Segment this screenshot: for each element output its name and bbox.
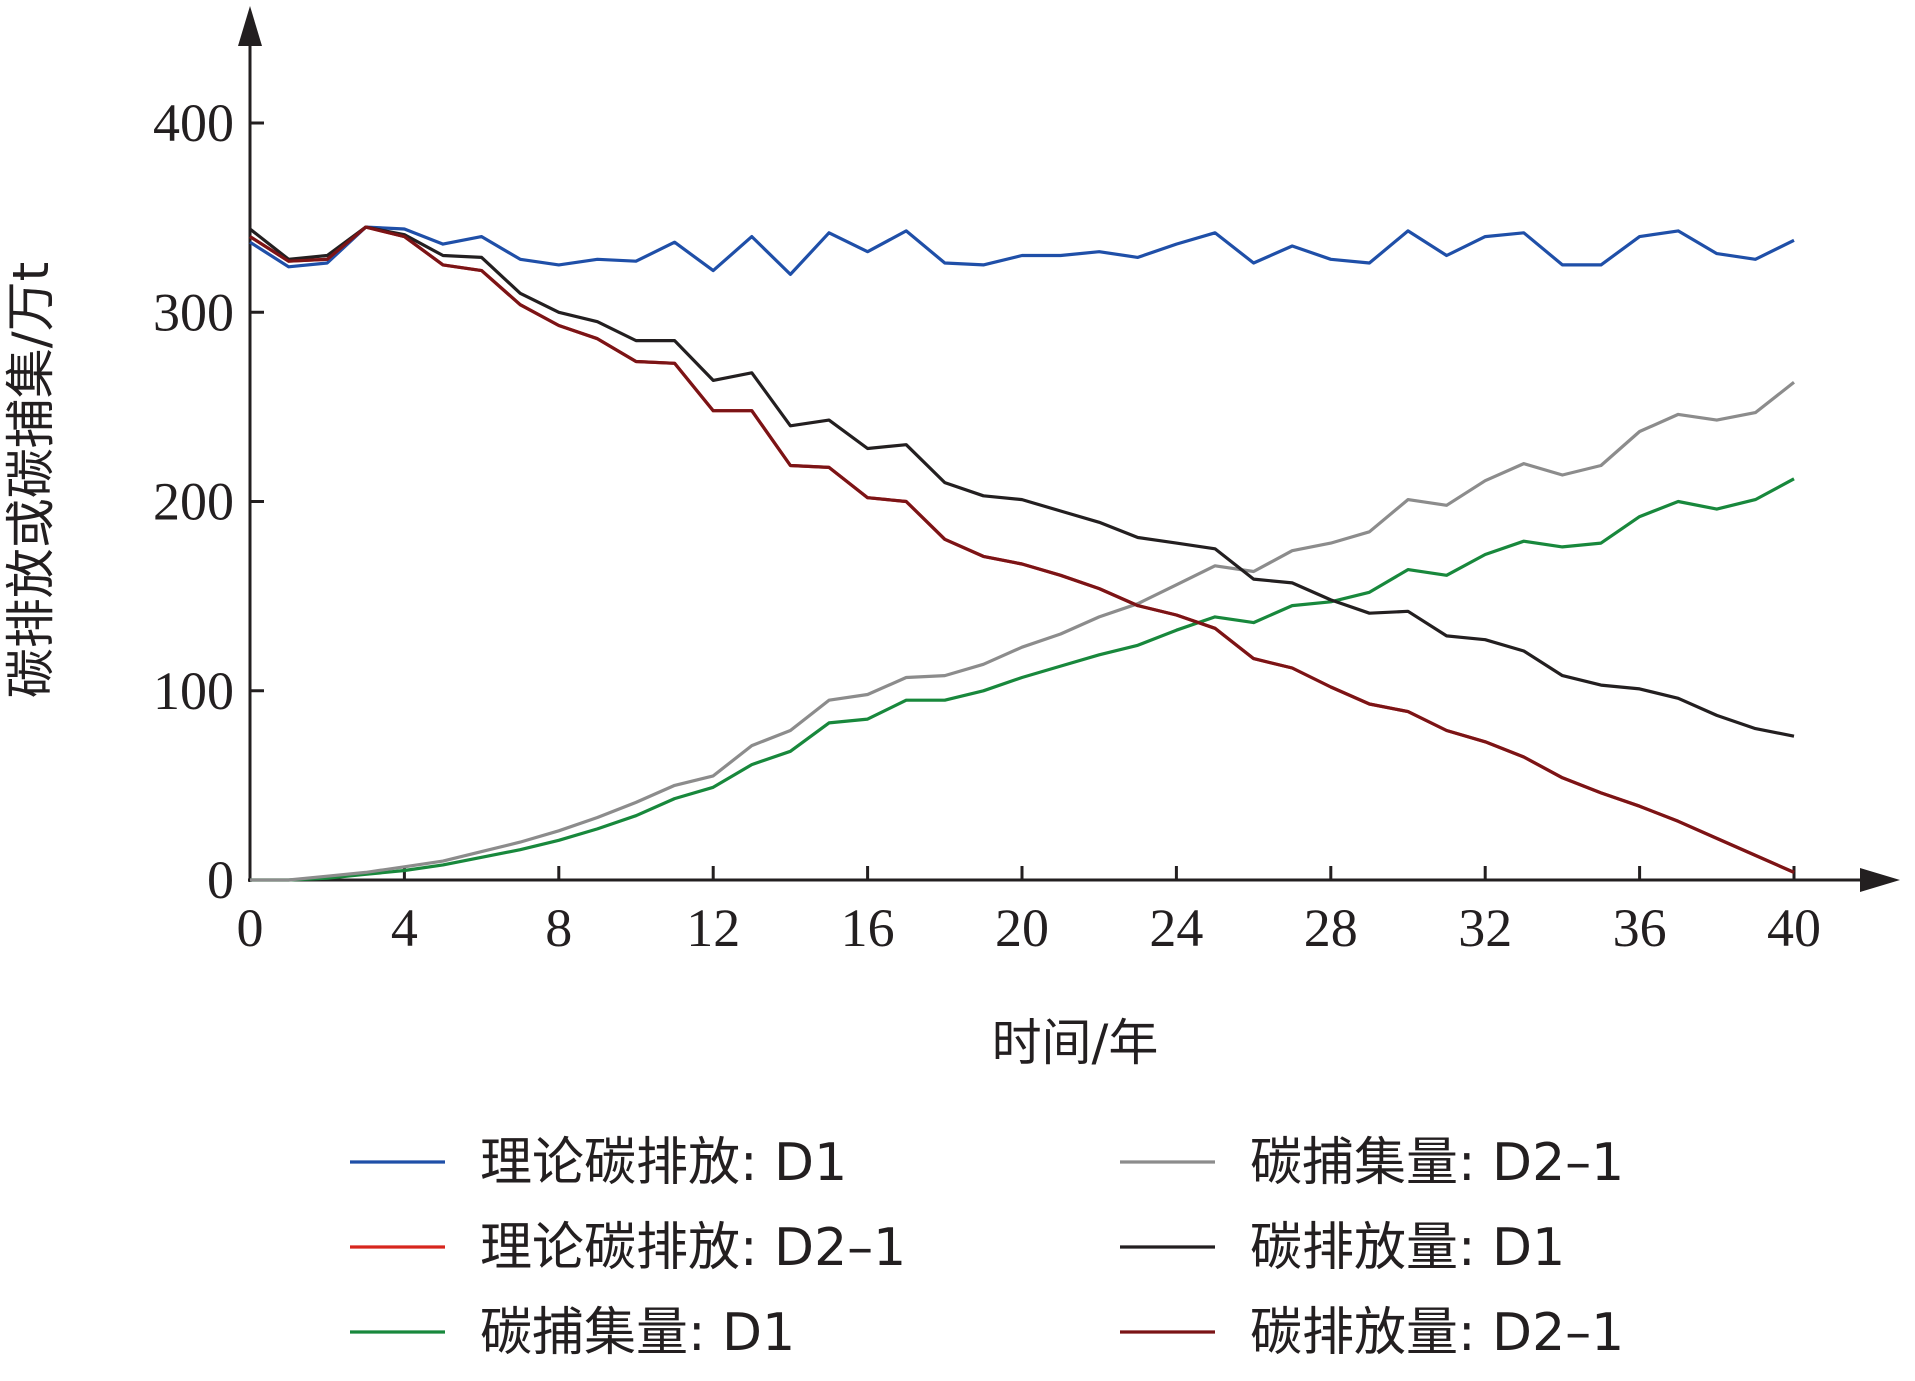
- legend: 理论碳排放: D1 碳捕集量: D2–1 理论碳排放: D2–1 碳排放量: D1 碳捕…: [350, 1133, 1624, 1363]
- legend-label-1: 理论碳排放: D2–1: [480, 1218, 906, 1278]
- x-tick-label: 0: [237, 898, 264, 958]
- y-tick-label: 300: [153, 282, 234, 342]
- y-axis-title: 碳排放或碳捕集/万t: [2, 262, 60, 698]
- x-tick-label: 16: [841, 898, 895, 958]
- y-tick-label: 0: [207, 850, 234, 910]
- series-line-0: [249, 225, 1795, 276]
- x-tick-label: 40: [1767, 898, 1821, 958]
- x-tick-label: 20: [995, 898, 1049, 958]
- x-tick-label: 8: [545, 898, 572, 958]
- x-tick-label: 28: [1304, 898, 1358, 958]
- legend-label-0: 理论碳排放: D1: [480, 1133, 847, 1193]
- legend-label-5: 碳排放量: D2–1: [1250, 1303, 1624, 1363]
- y-tick-label: 400: [153, 93, 234, 153]
- y-axis-arrow-icon: [238, 6, 262, 46]
- x-tick-label: 4: [391, 898, 418, 958]
- x-tick-label: 12: [686, 898, 740, 958]
- y-ticks: 0 100 200 300 400: [153, 93, 264, 910]
- legend-label-4: 碳排放量: D1: [1250, 1218, 1565, 1278]
- x-tick-label: 32: [1458, 898, 1512, 958]
- y-tick-label: 100: [153, 661, 234, 721]
- x-axis-arrow-icon: [1860, 868, 1900, 892]
- series-line-1: [249, 225, 1795, 874]
- series-line-3: [250, 381, 1795, 882]
- legend-label-2: 碳捕集量: D1: [480, 1303, 795, 1363]
- x-axis-title: 时间/年: [992, 1014, 1159, 1072]
- legend-label-3: 碳捕集量: D2–1: [1250, 1133, 1624, 1193]
- y-tick-label: 200: [153, 472, 234, 532]
- series-line-5: [249, 225, 1795, 874]
- series-line-2: [250, 477, 1795, 882]
- series-lines: [249, 225, 1795, 882]
- x-ticks: 0 4 8 12 16 20 24 28 32 36 40: [237, 866, 1821, 958]
- x-tick-label: 36: [1613, 898, 1667, 958]
- x-tick-label: 24: [1149, 898, 1203, 958]
- series-line-4: [249, 225, 1795, 738]
